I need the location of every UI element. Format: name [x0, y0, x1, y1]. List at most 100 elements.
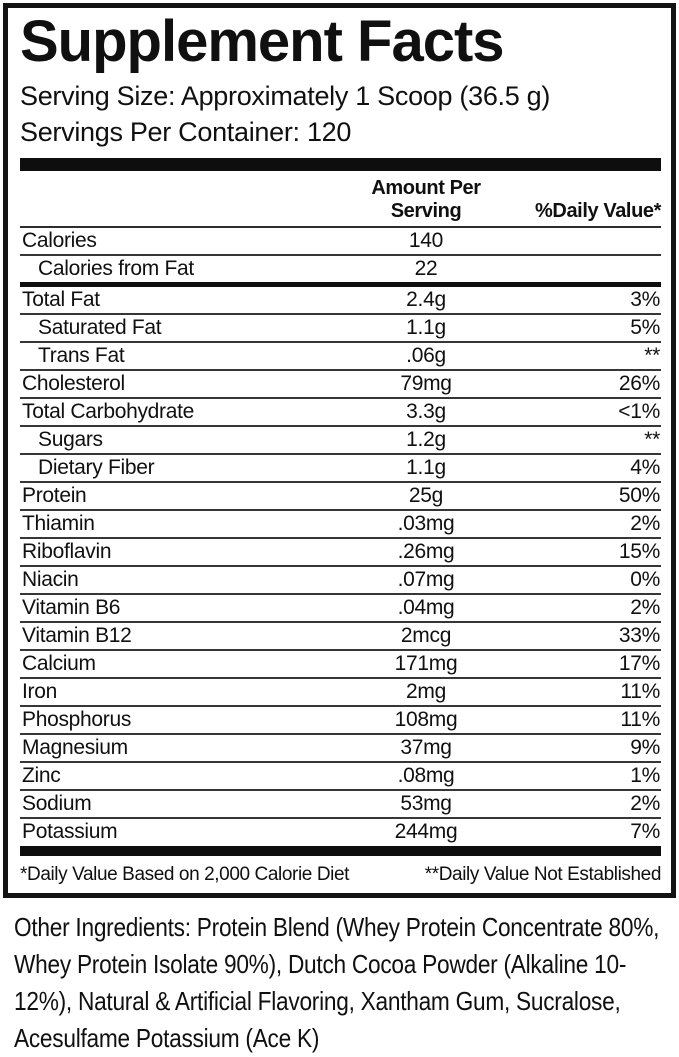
nutrient-name: Calories	[22, 229, 97, 252]
nutrient-daily-value: 11%	[620, 708, 660, 731]
nutrient-amount: 2mcg	[400, 624, 452, 647]
nutrient-row: Thiamin .03mg 2%	[20, 511, 661, 539]
nutrient-daily-value: 5%	[630, 316, 660, 339]
nutrient-name: Protein	[22, 484, 87, 507]
nutrient-name: Saturated Fat	[38, 316, 162, 339]
nutrient-row: Total Carbohydrate 3.3g <1%	[20, 399, 661, 427]
nutrient-row: Niacin .07mg 0%	[20, 567, 661, 595]
divider-medium	[20, 282, 661, 287]
other-ingredients: Other Ingredients: Protein Blend (Whey P…	[14, 912, 660, 1053]
nutrient-daily-value: 2%	[630, 792, 660, 815]
nutrient-name: Potassium	[22, 820, 118, 843]
nutrient-name: Zinc	[22, 764, 61, 787]
amount-per-serving-header: Amount Per Serving	[371, 177, 481, 222]
nutrient-row: Potassium 244mg 7%	[20, 819, 661, 845]
nutrient-daily-value: **	[644, 344, 660, 367]
nutrient-name: Vitamin B12	[22, 624, 132, 647]
nutrient-amount: .06g	[406, 344, 446, 367]
nutrient-amount: 171mg	[394, 652, 458, 675]
nutrient-amount: 79mg	[400, 372, 452, 395]
nutrient-row: Vitamin B6 .04mg 2%	[20, 595, 661, 623]
nutrient-name: Sodium	[22, 792, 92, 815]
nutrient-daily-value: 0%	[630, 568, 660, 591]
divider-thick-bottom	[20, 846, 661, 856]
nutrient-row: Calories 140	[20, 228, 661, 256]
nutrient-name: Phosphorus	[22, 708, 132, 731]
nutrient-daily-value: 50%	[618, 484, 660, 507]
nutrient-name: Sugars	[38, 428, 103, 451]
nutrient-name: Niacin	[22, 568, 79, 591]
nutrient-daily-value: 4%	[630, 456, 660, 479]
nutrient-row: Phosphorus 108mg 11%	[20, 707, 661, 735]
nutrient-name: Dietary Fiber	[38, 456, 155, 479]
nutrient-table-body: Calories 140 Calories from Fat 22 Total Fat 2…	[20, 228, 661, 845]
nutrient-name: Calcium	[22, 652, 96, 675]
nutrient-name: Vitamin B6	[22, 596, 121, 619]
nutrient-amount: .03mg	[397, 512, 455, 535]
nutrient-name: Riboflavin	[22, 540, 112, 563]
nutrient-row: Dietary Fiber 1.1g 4%	[20, 455, 661, 483]
table-header-row: Amount Per Serving %Daily Value*	[20, 171, 661, 228]
nutrient-row: Magnesium 37mg 9%	[20, 735, 661, 763]
nutrient-name: Total Fat	[22, 288, 100, 311]
footnote-daily-value: *Daily Value Based on 2,000 Calorie Diet	[20, 864, 350, 885]
panel-title: Supplement Facts	[20, 9, 505, 74]
nutrient-row: Protein 25g 50%	[20, 483, 661, 511]
nutrient-daily-value: 9%	[630, 736, 660, 759]
nutrient-amount: 2mg	[406, 680, 446, 703]
serving-size: Serving Size: Approximately 1 Scoop (36.…	[20, 81, 551, 111]
nutrient-daily-value: 26%	[618, 372, 660, 395]
nutrient-row: Riboflavin .26mg 15%	[20, 539, 661, 567]
nutrient-name: Iron	[22, 680, 57, 703]
nutrient-row: Sodium 53mg 2%	[20, 791, 661, 819]
divider-thick-top	[20, 158, 661, 171]
nutrient-row: Saturated Fat 1.1g 5%	[20, 315, 661, 343]
nutrient-daily-value: 15%	[618, 540, 660, 563]
nutrient-amount: 1.1g	[406, 456, 446, 479]
nutrient-row: Iron 2mg 11%	[20, 679, 661, 707]
nutrient-daily-value: <1%	[618, 400, 660, 423]
nutrient-amount: 53mg	[400, 792, 452, 815]
nutrient-name: Total Carbohydrate	[22, 400, 195, 423]
nutrient-amount: 244mg	[394, 820, 458, 843]
supplement-facts-panel: Supplement Facts Serving Size: Approxima…	[3, 3, 676, 898]
nutrient-row: Sugars 1.2g **	[20, 427, 661, 455]
nutrient-amount: 22	[414, 257, 438, 280]
nutrient-name: Calories from Fat	[38, 257, 194, 280]
nutrient-daily-value: 3%	[630, 288, 660, 311]
nutrient-daily-value: 11%	[620, 680, 660, 703]
nutrient-amount: 108mg	[394, 708, 458, 731]
nutrient-name: Thiamin	[22, 512, 95, 535]
nutrient-amount: 1.1g	[406, 316, 446, 339]
nutrient-row: Cholesterol 79mg 26%	[20, 371, 661, 399]
nutrient-amount: 2.4g	[406, 288, 446, 311]
nutrient-name: Trans Fat	[38, 344, 125, 367]
footnote-not-established: **Daily Value Not Established	[424, 864, 662, 885]
nutrient-row: Vitamin B12 2mcg 33%	[20, 623, 661, 651]
nutrient-amount: 25g	[408, 484, 444, 507]
footnote-row: *Daily Value Based on 2,000 Calorie Diet…	[20, 856, 661, 888]
nutrient-name: Magnesium	[22, 736, 128, 759]
nutrient-daily-value: 33%	[618, 624, 660, 647]
nutrient-amount: 3.3g	[406, 400, 446, 423]
nutrient-row: Calories from Fat 22	[20, 256, 661, 282]
nutrient-row: Calcium 171mg 17%	[20, 651, 661, 679]
nutrient-amount: 37mg	[400, 736, 452, 759]
nutrient-amount: 1.2g	[406, 428, 446, 451]
nutrient-row: Zinc .08mg 1%	[20, 763, 661, 791]
nutrient-daily-value: 1%	[630, 764, 660, 787]
nutrient-name: Cholesterol	[22, 372, 125, 395]
nutrient-amount: 140	[408, 229, 444, 252]
nutrient-amount: .26mg	[397, 540, 455, 563]
nutrient-amount: .04mg	[397, 596, 455, 619]
nutrient-amount: .07mg	[397, 568, 455, 591]
nutrient-daily-value: **	[644, 428, 660, 451]
nutrient-amount: .08mg	[397, 764, 455, 787]
nutrient-daily-value: 17%	[618, 652, 660, 675]
nutrient-row: Total Fat 2.4g 3%	[20, 287, 661, 315]
servings-per-container: Servings Per Container: 120	[20, 117, 352, 147]
nutrient-row: Trans Fat .06g **	[20, 343, 661, 371]
nutrient-daily-value: 2%	[630, 512, 660, 535]
daily-value-header: %Daily Value*	[535, 200, 661, 222]
nutrient-daily-value: 7%	[630, 820, 660, 843]
